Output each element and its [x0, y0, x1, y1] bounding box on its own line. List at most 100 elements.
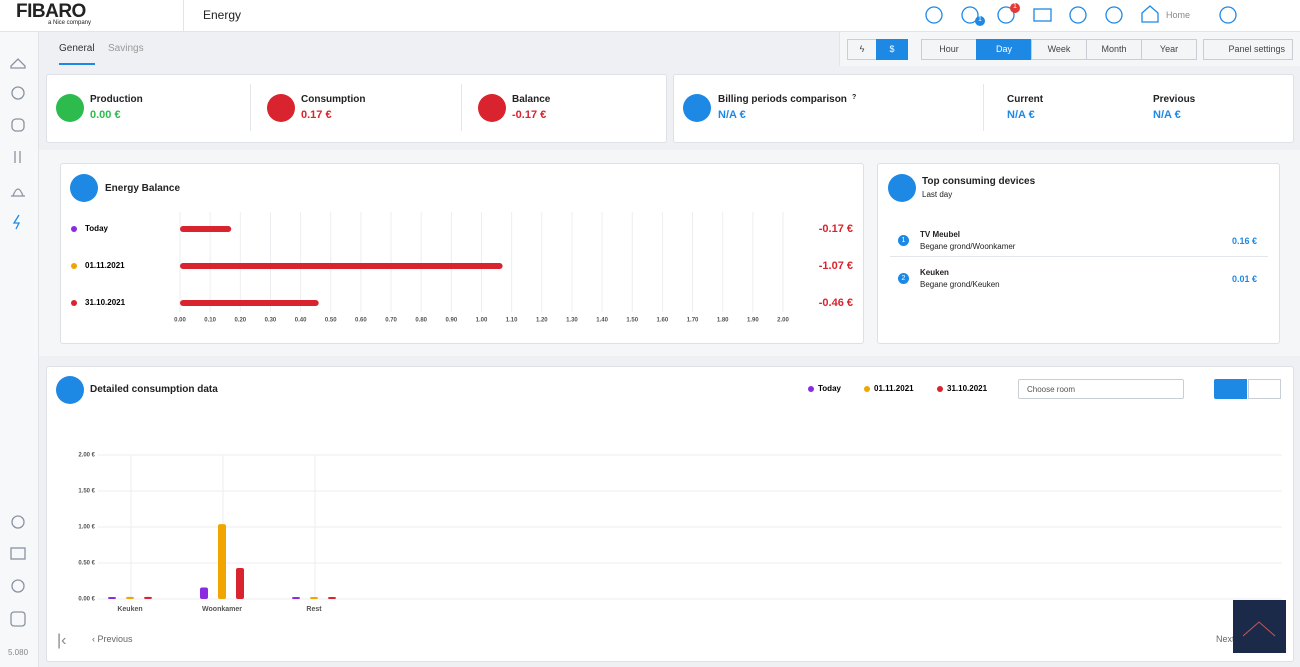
detailed-card — [46, 366, 1294, 662]
unit-money[interactable]: $ — [876, 39, 908, 60]
nav-info[interactable] — [10, 611, 26, 627]
x-tick-label: 0.70 — [385, 318, 397, 324]
billing-value: N/A € — [718, 109, 746, 121]
legend-label: 01.11.2021 — [874, 384, 914, 393]
icon-profile[interactable] — [1219, 6, 1237, 24]
nav-help[interactable] — [11, 579, 25, 593]
nav-console[interactable] — [10, 547, 26, 560]
icon-users[interactable] — [961, 6, 979, 24]
current-value: N/A € — [1007, 109, 1035, 121]
panel-settings-label: Panel settings — [1228, 44, 1285, 54]
x-tick-label: 0.30 — [265, 318, 277, 324]
nav-home[interactable] — [10, 58, 26, 69]
bar — [180, 300, 319, 306]
period-button[interactable]: Hour — [921, 39, 977, 60]
device-value: 0.16 € — [1231, 236, 1257, 246]
nav-alarm[interactable] — [11, 188, 25, 197]
x-tick-label: 1.40 — [596, 318, 608, 324]
next-page[interactable]: Next — [1216, 634, 1235, 644]
icon-weather[interactable] — [1069, 6, 1087, 24]
logo-sub: a Nice company — [48, 20, 92, 26]
bar — [292, 597, 300, 599]
legend-label: Today — [818, 384, 842, 393]
x-tick-label: 1.20 — [536, 318, 548, 324]
scroll-top[interactable] — [1233, 600, 1286, 653]
bar — [218, 524, 226, 599]
icon-mail[interactable] — [1033, 8, 1052, 22]
nav-energy[interactable] — [12, 214, 21, 230]
legend-dot — [71, 226, 77, 232]
icon-clock[interactable] — [1105, 6, 1123, 24]
icon-balance-chart — [70, 174, 98, 202]
y-tick-label: 1.50 € — [78, 489, 95, 495]
x-tick-label: Rest — [306, 606, 322, 613]
legend-dot — [937, 386, 943, 392]
x-tick-label: 1.60 — [657, 318, 669, 324]
panel-settings[interactable]: Panel settings — [1203, 39, 1293, 60]
page-title: Energy — [203, 8, 242, 22]
first-page[interactable]: |‹ — [57, 632, 67, 649]
tab[interactable]: General — [59, 43, 95, 65]
x-tick-label: 0.80 — [415, 318, 427, 324]
category-label: 31.10.2021 — [85, 298, 126, 307]
device-name: TV Meubel — [920, 230, 961, 239]
billing-title: Billing periods comparison — [718, 94, 847, 105]
device-value: 0.01 € — [1231, 274, 1257, 284]
card-title: Detailed consumption data — [90, 384, 218, 395]
bar — [236, 568, 244, 599]
icon-home[interactable] — [1141, 5, 1159, 23]
nav-settings[interactable] — [11, 515, 25, 529]
x-tick-label: 1.80 — [717, 318, 729, 324]
y-tick-label: 1.00 € — [78, 525, 95, 531]
icon-user-a[interactable] — [925, 6, 943, 24]
x-tick-label: 1.10 — [506, 318, 518, 324]
x-tick-label: 2.00 — [777, 318, 789, 324]
x-tick-label: 0.20 — [234, 318, 246, 324]
billing-help[interactable]: ? — [852, 94, 857, 101]
nav-media[interactable] — [11, 118, 25, 132]
y-tick-label: 0.00 € — [78, 597, 95, 603]
period-button[interactable]: Month — [1086, 39, 1142, 60]
badge-bg — [975, 16, 985, 26]
y-tick-label: 2.00 € — [78, 453, 95, 459]
device-location: Begane grond/Woonkamer — [920, 242, 1016, 251]
nav-climate[interactable] — [14, 151, 21, 163]
value-label: -0.17 € — [819, 223, 853, 235]
nav-scenes[interactable] — [11, 86, 25, 100]
location-select[interactable]: Home — [1166, 10, 1191, 20]
x-tick-label: 1.00 — [476, 318, 488, 324]
bar — [328, 597, 336, 599]
category-label: 01.11.2021 — [85, 261, 125, 270]
x-tick-label: 0.10 — [204, 318, 216, 324]
bar — [144, 596, 152, 599]
summary-card — [46, 74, 667, 143]
bar — [108, 597, 116, 599]
room-select[interactable]: Choose room — [1018, 379, 1184, 399]
x-tick-label: 0.00 — [174, 318, 186, 324]
bar — [180, 263, 503, 269]
legend-dot — [808, 386, 814, 392]
x-tick-label: 1.50 — [626, 318, 638, 324]
icon-devices — [888, 174, 916, 202]
x-tick-label: Woonkamer — [202, 606, 242, 613]
period-button[interactable]: Year — [1141, 39, 1197, 60]
previous-label: Previous — [97, 634, 133, 644]
summary-label: Balance — [512, 94, 551, 105]
period-button[interactable]: Week — [1031, 39, 1087, 60]
summary-label: Consumption — [301, 94, 366, 105]
previous-page[interactable]: ‹ Previous — [92, 634, 133, 644]
x-tick-label: 0.90 — [446, 318, 458, 324]
unit-kwh[interactable]: ϟ — [847, 39, 877, 60]
view-grid[interactable] — [1214, 379, 1247, 399]
view-devices[interactable] — [1248, 379, 1281, 399]
top-devices-card — [877, 163, 1280, 344]
icon-notify[interactable] — [997, 6, 1015, 24]
card-title: Top consuming devices — [922, 176, 1036, 187]
badge: 1 — [978, 16, 982, 23]
icon-balance — [478, 94, 506, 122]
current-label: Current — [1007, 94, 1044, 105]
x-tick-label: Keuken — [117, 606, 142, 613]
tab[interactable]: Savings — [108, 43, 144, 54]
